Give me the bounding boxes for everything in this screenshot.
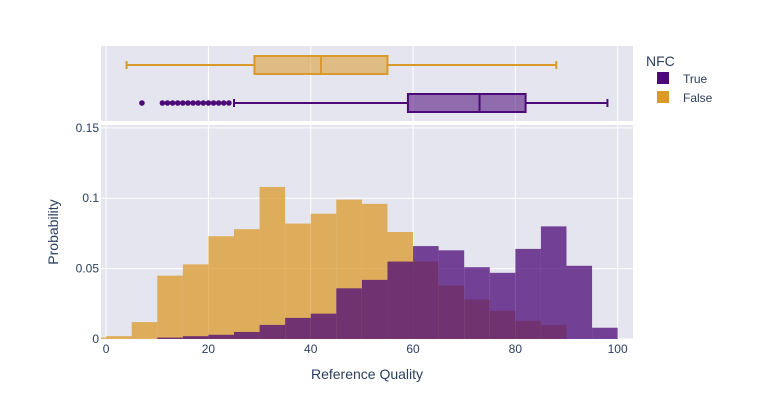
bar-true: [182, 336, 209, 339]
box-outlier: [139, 100, 145, 106]
box-outlier: [180, 100, 186, 106]
legend-label-false: False: [683, 91, 713, 105]
legend-title: NFC: [646, 53, 675, 69]
bar-false: [259, 186, 286, 339]
x-tick-label: 20: [202, 342, 216, 356]
x-tick-label: 60: [406, 342, 420, 356]
bar-true: [387, 261, 414, 339]
bar-false: [157, 275, 183, 339]
y-tick-label: 0: [92, 332, 99, 346]
x-tick-label: 100: [608, 342, 628, 356]
bar-true: [566, 265, 593, 339]
bar-true: [234, 331, 260, 339]
box-outlier: [220, 100, 227, 106]
bar-true: [310, 313, 337, 339]
bar-true: [464, 267, 490, 339]
bar-false: [234, 229, 260, 339]
y-axis-label: Probability: [45, 199, 61, 264]
bar-true: [157, 337, 183, 339]
bar-false: [182, 264, 209, 339]
bar-true: [489, 272, 516, 339]
box-true: [139, 93, 609, 113]
box-outlier: [174, 100, 181, 106]
x-tick-label: 40: [304, 342, 318, 356]
legend-label-true: True: [683, 72, 708, 86]
box-outlier: [164, 100, 171, 106]
bar-true: [540, 226, 567, 339]
box-outlier: [205, 100, 212, 106]
box-outlier: [185, 100, 191, 106]
y-tick-label: 0.1: [82, 191, 99, 205]
legend: NFC True False: [646, 53, 713, 105]
bar-true: [336, 288, 362, 339]
box-outlier: [226, 100, 232, 106]
x-tick-label: 0: [103, 342, 110, 356]
box-outlier: [215, 100, 222, 106]
box-outlier: [195, 100, 201, 106]
box-outlier: [169, 100, 176, 106]
bar-true: [361, 279, 388, 339]
bar-true: [592, 327, 618, 339]
bar-false: [131, 322, 158, 339]
x-tick-label: 80: [509, 342, 523, 356]
box-iqr: [406, 93, 527, 113]
bar-false: [101, 337, 107, 339]
legend-swatch-true: [657, 72, 669, 84]
bar-true: [515, 248, 541, 339]
box-outlier: [210, 100, 217, 106]
bar-false: [106, 336, 132, 339]
bar-false: [208, 236, 234, 339]
bar-true: [413, 246, 439, 339]
box-outlier: [190, 100, 196, 106]
bar-true: [208, 334, 234, 339]
box-false: [125, 55, 558, 75]
bar-true: [285, 317, 311, 339]
y-tick-label: 0.05: [76, 262, 100, 276]
x-axis-label: Reference Quality: [311, 366, 423, 382]
bar-true: [259, 324, 286, 339]
box-outlier: [200, 100, 207, 106]
bar-true: [438, 250, 465, 339]
y-tick-label: 0.15: [76, 121, 100, 135]
legend-swatch-false: [657, 91, 669, 103]
box-outlier: [159, 100, 166, 106]
